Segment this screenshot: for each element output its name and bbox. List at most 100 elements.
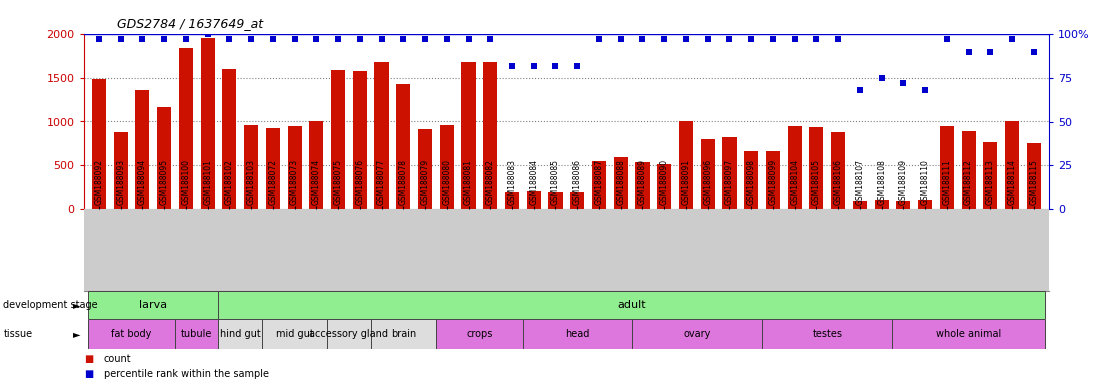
Bar bbox=[440, 125, 454, 209]
Point bbox=[286, 36, 304, 42]
Bar bbox=[327, 319, 371, 349]
Bar bbox=[744, 151, 758, 209]
Point bbox=[547, 63, 565, 69]
Bar bbox=[461, 62, 475, 209]
Bar bbox=[375, 62, 388, 209]
Point bbox=[373, 36, 391, 42]
Bar bbox=[309, 121, 324, 209]
Text: tissue: tissue bbox=[3, 329, 32, 339]
Point bbox=[699, 36, 716, 42]
Point bbox=[568, 63, 586, 69]
Bar bbox=[436, 319, 523, 349]
Bar bbox=[219, 291, 1045, 319]
Point bbox=[829, 36, 847, 42]
Point bbox=[199, 31, 217, 37]
Bar bbox=[635, 162, 650, 209]
Point bbox=[263, 36, 281, 42]
Bar bbox=[591, 161, 606, 209]
Bar bbox=[396, 84, 411, 209]
Bar bbox=[1027, 142, 1041, 209]
Bar bbox=[893, 319, 1045, 349]
Bar bbox=[244, 125, 258, 209]
Bar bbox=[288, 126, 301, 209]
Text: percentile rank within the sample: percentile rank within the sample bbox=[104, 369, 269, 379]
Point bbox=[721, 36, 739, 42]
Bar bbox=[175, 319, 219, 349]
Bar bbox=[853, 201, 867, 209]
Point bbox=[1003, 36, 1021, 42]
Bar bbox=[92, 79, 106, 209]
Point bbox=[503, 63, 521, 69]
Text: accessory gland: accessory gland bbox=[309, 329, 388, 339]
Bar bbox=[766, 151, 780, 209]
Point bbox=[221, 36, 239, 42]
Point bbox=[394, 36, 412, 42]
Text: testes: testes bbox=[812, 329, 843, 339]
Bar bbox=[88, 319, 175, 349]
Bar bbox=[135, 90, 150, 209]
Point bbox=[1024, 48, 1042, 55]
Point bbox=[177, 36, 195, 42]
Text: crops: crops bbox=[466, 329, 492, 339]
Bar bbox=[371, 319, 436, 349]
Bar bbox=[114, 132, 127, 209]
Bar bbox=[809, 127, 824, 209]
Bar bbox=[88, 291, 219, 319]
Bar bbox=[483, 62, 498, 209]
Bar bbox=[201, 38, 214, 209]
Bar bbox=[353, 71, 367, 209]
Bar bbox=[222, 69, 237, 209]
Point bbox=[329, 36, 347, 42]
Point bbox=[764, 36, 782, 42]
Text: brain: brain bbox=[391, 329, 416, 339]
Bar bbox=[548, 192, 562, 209]
Bar bbox=[788, 126, 801, 209]
Point bbox=[677, 36, 695, 42]
Bar bbox=[262, 319, 327, 349]
Bar bbox=[614, 157, 628, 209]
Text: development stage: development stage bbox=[3, 300, 98, 310]
Bar bbox=[527, 190, 541, 209]
Bar bbox=[418, 129, 432, 209]
Point bbox=[350, 36, 368, 42]
Point bbox=[916, 87, 934, 93]
Text: ovary: ovary bbox=[683, 329, 711, 339]
Text: count: count bbox=[104, 354, 132, 364]
Text: whole animal: whole animal bbox=[936, 329, 1001, 339]
Point bbox=[873, 74, 891, 81]
Text: ►: ► bbox=[73, 329, 80, 339]
Point bbox=[894, 80, 912, 86]
Bar bbox=[831, 132, 845, 209]
Point bbox=[525, 63, 542, 69]
Point bbox=[742, 36, 760, 42]
Bar bbox=[632, 319, 762, 349]
Bar bbox=[983, 142, 998, 209]
Bar bbox=[1006, 121, 1019, 209]
Point bbox=[937, 36, 955, 42]
Bar bbox=[762, 319, 893, 349]
Bar bbox=[219, 319, 262, 349]
Bar bbox=[157, 107, 171, 209]
Point bbox=[786, 36, 804, 42]
Point bbox=[634, 36, 652, 42]
Point bbox=[437, 36, 455, 42]
Text: ►: ► bbox=[73, 300, 80, 310]
Bar bbox=[940, 126, 954, 209]
Point bbox=[134, 36, 152, 42]
Point bbox=[981, 48, 999, 55]
Point bbox=[155, 36, 173, 42]
Point bbox=[852, 87, 869, 93]
Point bbox=[612, 36, 629, 42]
Text: adult: adult bbox=[617, 300, 646, 310]
Point bbox=[90, 36, 108, 42]
Point bbox=[655, 36, 673, 42]
Bar bbox=[722, 137, 737, 209]
Bar bbox=[331, 70, 345, 209]
Point bbox=[416, 36, 434, 42]
Point bbox=[481, 36, 499, 42]
Point bbox=[112, 36, 129, 42]
Text: tubule: tubule bbox=[181, 329, 212, 339]
Bar bbox=[875, 200, 888, 209]
Point bbox=[242, 36, 260, 42]
Text: ■: ■ bbox=[84, 354, 93, 364]
